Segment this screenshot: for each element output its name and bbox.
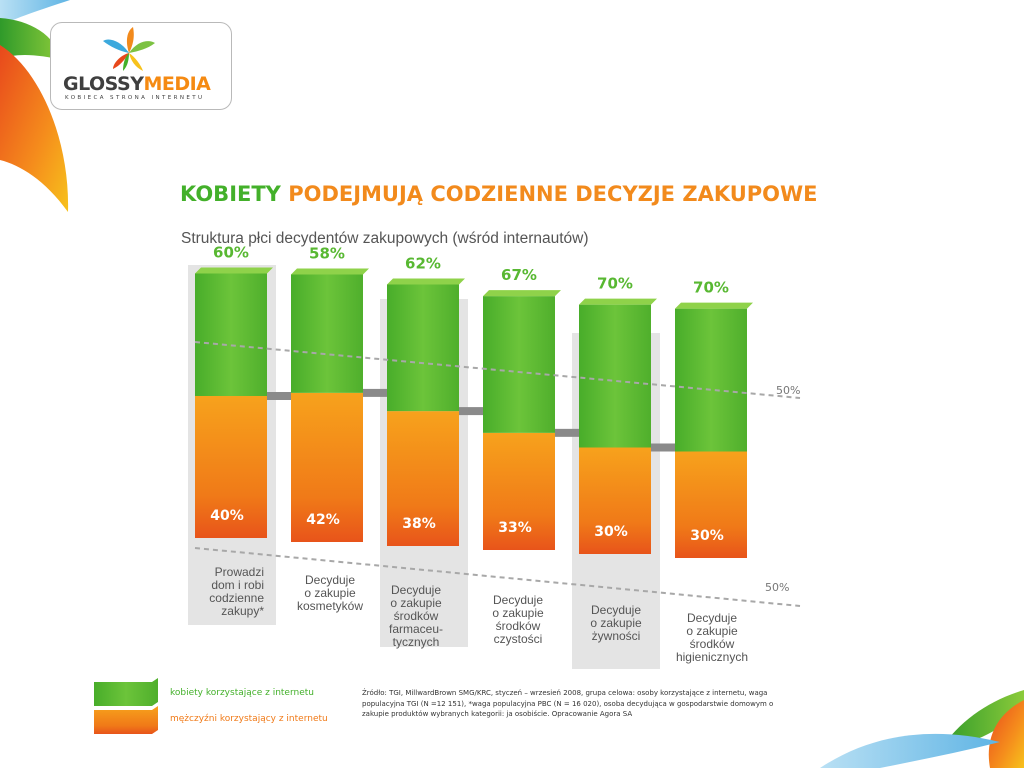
category-label-line: środków bbox=[495, 619, 541, 633]
bar-women bbox=[675, 308, 747, 452]
bar-women bbox=[579, 304, 651, 448]
category-label-line: higienicznych bbox=[675, 650, 749, 664]
category-label: Decyduje o zakupie żywności bbox=[566, 604, 666, 643]
bar-women bbox=[387, 284, 459, 412]
category-label: Decyduje o zakupie środków farmaceu-tycznyc… bbox=[366, 584, 466, 649]
logo-media-text: MEDIA bbox=[143, 73, 211, 95]
bar-divider bbox=[459, 407, 483, 416]
bar-women-top bbox=[387, 278, 465, 285]
glossymedia-logo[interactable]: GLOSSYMEDIA KOBIECA STRONA INTERNETU bbox=[50, 22, 232, 110]
logo-tagline: KOBIECA STRONA INTERNETU bbox=[65, 95, 205, 101]
value-label-women: 62% bbox=[405, 255, 441, 273]
legend-swatch-women bbox=[94, 678, 158, 706]
chart-legend: kobiety korzystające z internetu mężczyź… bbox=[90, 676, 370, 738]
value-label-men: 38% bbox=[402, 516, 436, 532]
category-label-line: środków bbox=[393, 609, 439, 623]
title-part-green: KOBIETY bbox=[180, 182, 281, 206]
category-label-line: Decyduje bbox=[686, 611, 738, 625]
bar-women-top bbox=[291, 268, 369, 275]
bar-men bbox=[483, 432, 555, 550]
category-label-line: żywności bbox=[591, 629, 641, 643]
reference-label-lower: 50% bbox=[765, 581, 789, 594]
bar-divider bbox=[555, 428, 579, 437]
category-label-line: o zakupie bbox=[686, 624, 738, 638]
reference-line-upper bbox=[194, 341, 801, 399]
legend-swatch-men bbox=[94, 706, 158, 734]
category-label-line: o zakupie bbox=[590, 616, 642, 630]
value-label-women: 70% bbox=[597, 275, 633, 293]
bar-women-top bbox=[579, 298, 657, 305]
bar-women-top bbox=[675, 302, 753, 309]
value-label-men: 30% bbox=[690, 528, 724, 544]
chart-subtitle: Struktura płci decydentów zakupowych (wś… bbox=[181, 230, 589, 247]
reference-line-lower bbox=[194, 547, 801, 607]
value-label-women: 58% bbox=[309, 245, 345, 263]
category-label-line: środków bbox=[689, 637, 735, 651]
value-label-women: 60% bbox=[213, 244, 249, 262]
legend-label-men: mężczyźni korzystający z internetu bbox=[170, 714, 328, 724]
bar-women bbox=[195, 273, 267, 396]
bar-divider bbox=[651, 443, 675, 452]
bar-women bbox=[291, 274, 363, 393]
category-label-line: Decyduje bbox=[304, 573, 356, 587]
category-label-line: dom i robi bbox=[211, 578, 264, 592]
bar-women bbox=[483, 296, 555, 433]
legend-label-women: kobiety korzystające z internetu bbox=[170, 688, 314, 698]
value-label-men: 33% bbox=[498, 520, 532, 536]
flower-icon bbox=[103, 27, 155, 71]
value-label-women: 67% bbox=[501, 266, 537, 284]
category-label-line: Decyduje bbox=[492, 593, 544, 607]
bar-divider bbox=[267, 392, 291, 400]
category-label-line: Decyduje bbox=[590, 603, 642, 617]
category-label-line: farmaceu- bbox=[388, 622, 444, 636]
bar-divider bbox=[747, 448, 771, 456]
reference-label-upper: 50% bbox=[776, 384, 800, 397]
logo-wordmark: GLOSSYMEDIA bbox=[63, 73, 211, 95]
category-label-line: Decyduje bbox=[390, 583, 442, 597]
bar-women-top bbox=[483, 290, 561, 297]
bar-men bbox=[579, 447, 651, 554]
bar-men bbox=[195, 396, 267, 538]
category-label-line: Prowadzi bbox=[214, 565, 264, 579]
logo-glossy-text: GLOSSY bbox=[63, 73, 144, 95]
category-label-line: tycznych bbox=[392, 635, 440, 649]
bar-divider bbox=[363, 388, 387, 397]
category-label-line: zakupy* bbox=[221, 604, 264, 618]
value-label-men: 42% bbox=[306, 512, 340, 528]
bar-men bbox=[387, 411, 459, 546]
category-label-line: o zakupie bbox=[390, 596, 442, 610]
category-label-line: o zakupie bbox=[304, 586, 356, 600]
category-label-line: codzienne bbox=[209, 591, 264, 605]
bar-men bbox=[675, 451, 747, 558]
category-label: Prowadzi dom i robi codzienne zakupy* bbox=[164, 566, 264, 618]
bar-women-top bbox=[195, 267, 273, 274]
category-label-line: czystości bbox=[493, 632, 543, 646]
category-label-line: kosmetyków bbox=[296, 599, 364, 613]
source-note: Źródło: TGI, MillwardBrown SMG/KRC, styc… bbox=[362, 689, 774, 718]
category-label: Decyduje o zakupie kosmetyków bbox=[280, 574, 380, 613]
slide-title: KOBIETY PODEJMUJĄ CODZIENNE DECYZJE ZAKU… bbox=[180, 182, 818, 206]
bar-men bbox=[291, 392, 363, 542]
legend-swatches bbox=[94, 678, 158, 734]
title-part-orange: PODEJMUJĄ CODZIENNE DECYZJE ZAKUPOWE bbox=[288, 182, 818, 206]
category-label: Decyduje o zakupie środków higienicznych bbox=[662, 612, 762, 664]
category-label-line: o zakupie bbox=[492, 606, 544, 620]
value-label-women: 70% bbox=[693, 279, 729, 297]
value-label-men: 40% bbox=[210, 508, 244, 524]
value-label-men: 30% bbox=[594, 524, 628, 540]
category-label: Decyduje o zakupie środków czystości bbox=[468, 594, 568, 646]
